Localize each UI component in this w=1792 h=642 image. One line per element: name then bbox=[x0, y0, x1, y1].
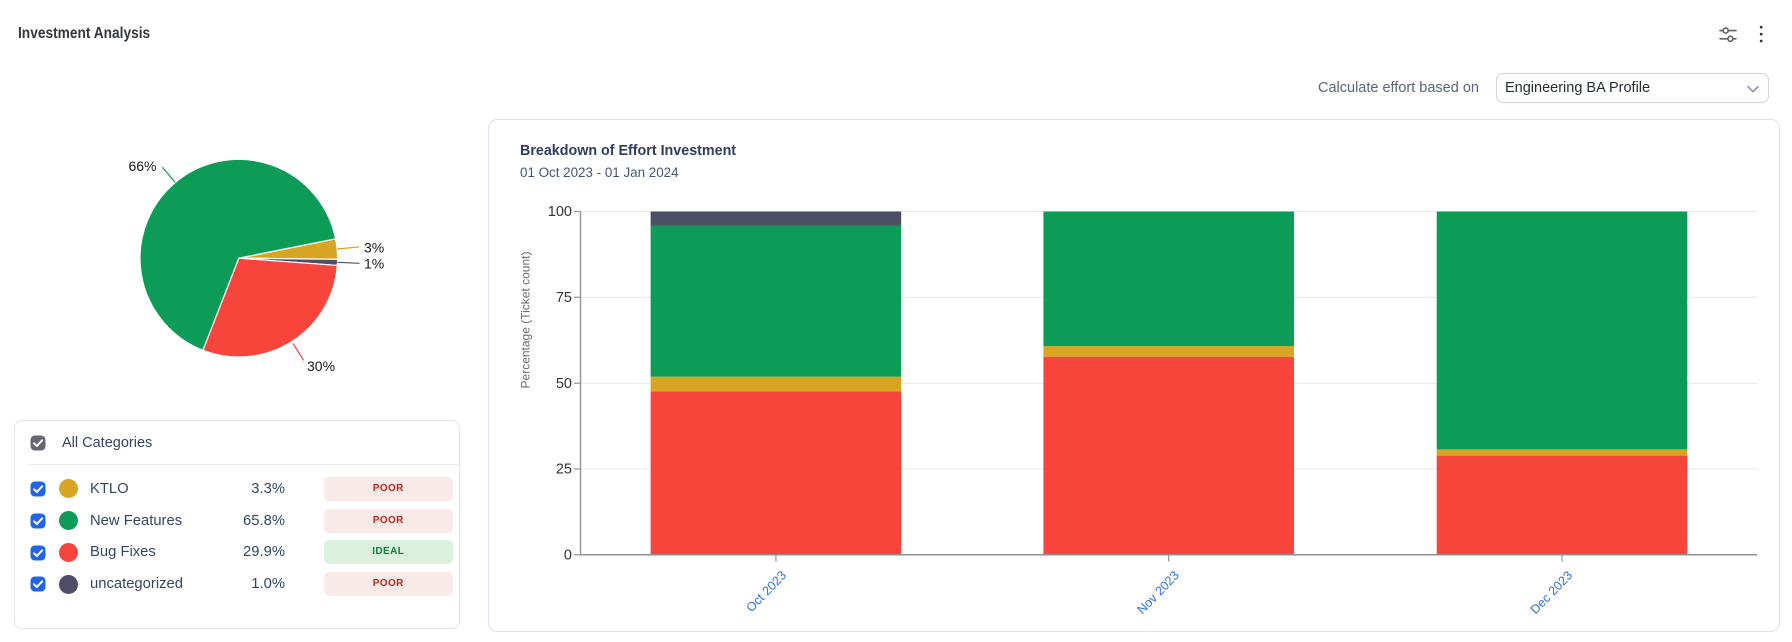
svg-text:0: 0 bbox=[564, 548, 572, 564]
svg-text:1%: 1% bbox=[364, 256, 384, 272]
svg-text:66%: 66% bbox=[128, 158, 156, 174]
svg-text:75: 75 bbox=[556, 290, 572, 306]
svg-text:Percentage (Ticket count): Percentage (Ticket count) bbox=[519, 252, 533, 389]
svg-text:30%: 30% bbox=[307, 358, 335, 374]
svg-text:Dec 2023: Dec 2023 bbox=[1528, 568, 1576, 617]
svg-text:3%: 3% bbox=[364, 240, 384, 256]
svg-text:25: 25 bbox=[556, 462, 572, 478]
svg-text:50: 50 bbox=[556, 376, 572, 392]
svg-text:Nov 2023: Nov 2023 bbox=[1134, 568, 1182, 617]
svg-text:Oct 2023: Oct 2023 bbox=[744, 568, 790, 614]
svg-text:100: 100 bbox=[548, 204, 572, 220]
